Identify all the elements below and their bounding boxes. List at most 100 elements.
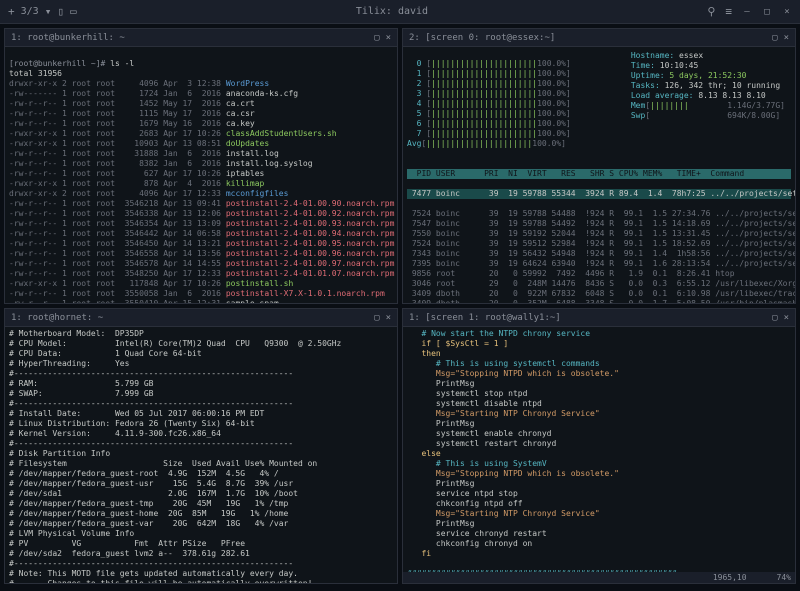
motd-line: # HyperThreading: Yes	[9, 359, 393, 369]
window-title: Tilix: david	[77, 6, 708, 17]
host-info: Hostname: essex Time: 10:10:45 Uptime: 5…	[631, 51, 785, 121]
add-pane-icon[interactable]: +	[8, 5, 15, 18]
ls-row: -rwxr-xr-x 1 root root 117848 Apr 17 10:…	[9, 279, 393, 289]
ls-row: -rw-r--r-- 1 root root 3546450 Apr 14 13…	[9, 239, 393, 249]
pane-max-icon[interactable]: ▢	[374, 33, 379, 43]
motd-line: # RAM: 5.799 GB	[9, 379, 393, 389]
editor-output[interactable]: # Now start the NTPD chrony service if […	[403, 327, 795, 572]
ls-row: -rw-r--r-- 1 root root 3546578 Apr 14 14…	[9, 259, 393, 269]
htop-row: 7524 boinc 39 19 59512 52984 !924 R 99.1…	[407, 239, 791, 249]
code-line: # This is using systemctl commands	[407, 359, 791, 369]
motd-line: # Install Date: Wed 05 Jul 2017 06:00:16…	[9, 409, 393, 419]
ls-row: -rw-r--r-- 1 root root 3546442 Apr 14 06…	[9, 229, 393, 239]
split-horiz-icon[interactable]: ▯	[57, 5, 64, 18]
motd-line: # /dev/sda1 2.0G 167M 1.7G 10% /boot	[9, 489, 393, 499]
htop-row: 3046 root 29 0 248M 14476 8436 S 0.0 0.3…	[407, 279, 791, 289]
pane-max-icon[interactable]: ▢	[772, 313, 777, 323]
htop-row: 7550 boinc 39 19 59192 52044 !924 R 99.1…	[407, 229, 791, 239]
terminal-output[interactable]: [root@bunkerhill ~]# ls -l total 31956 d…	[5, 47, 397, 303]
motd-line: # LVM Physical Volume Info	[9, 529, 393, 539]
code-line: service chronyd restart	[407, 529, 791, 539]
ls-row: -rw-r--r-- 1 root root 3546354 Apr 13 13…	[9, 219, 393, 229]
pane-max-icon[interactable]: ▢	[772, 33, 777, 43]
motd-line: # SWAP: 7.999 GB	[9, 389, 393, 399]
ls-row: -rw-r--r-- 1 root root 3546558 Apr 14 13…	[9, 249, 393, 259]
motd-line: # /dev/mapper/fedora_guest-home 20G 85M …	[9, 509, 393, 519]
motd-line: # /dev/mapper/fedora_guest-tmp 20G 45M 1…	[9, 499, 393, 509]
motd-line: # /dev/sda2 fedora_guest lvm2 a-- 378.61…	[9, 549, 393, 559]
ls-row: -rw-r--r-- 1 root root 3548250 Apr 17 12…	[9, 269, 393, 279]
htop-row: 9856 root 20 0 59992 7492 4496 R 1.9 0.1…	[407, 269, 791, 279]
pane-close-icon[interactable]: ×	[784, 313, 789, 323]
htop-row: 7343 boinc 39 19 56432 54948 !924 R 99.1…	[407, 249, 791, 259]
code-line: # This is using SystemV	[407, 459, 791, 469]
pane-close-icon[interactable]: ×	[386, 33, 391, 43]
htop-row: 7547 boinc 39 19 59788 54492 !924 R 99.1…	[407, 219, 791, 229]
ls-row: -rwxr-xr-x 1 root root 2683 Apr 17 10:26…	[9, 129, 393, 139]
code-line	[407, 559, 791, 569]
code-line: systemctl disable ntpd	[407, 399, 791, 409]
ls-row: -rw-r--r-- 1 root root 1115 May 17 2016 …	[9, 109, 393, 119]
pane-title: 2: [screen 0: root@essex:~]	[409, 33, 555, 43]
motd-line: # CPU Data: 1 Quad Core 64-bit	[9, 349, 393, 359]
motd-line: # /dev/mapper/fedora_guest-var 20G 642M …	[9, 519, 393, 529]
panes-grid: 1: root@bunkerhill: ~ ▢ × [root@bunkerhi…	[0, 24, 800, 589]
ls-row: drwxr-xr-x 2 root root 4096 Apr 17 12:33…	[9, 189, 393, 199]
ls-row: -rwxr-xr-x 1 root root 878 Apr 4 2016 ki…	[9, 179, 393, 189]
motd-line: # Note: This MOTD file gets updated auto…	[9, 569, 393, 579]
minimize-icon[interactable]: –	[742, 7, 752, 17]
code-line: # Now start the NTPD chrony service	[407, 329, 791, 339]
chevron-down-icon[interactable]: ▾	[45, 5, 52, 18]
code-line: Msg="Stopping NTPD which is obsolete."	[407, 369, 791, 379]
ls-row: drwxr-xr-x 2 root root 4096 Apr 3 12:38 …	[9, 79, 393, 89]
code-line: Msg="Starting NTP Chronyd Service"	[407, 409, 791, 419]
ls-row: -rw-r--r-- 1 root root 31888 Jan 6 2016 …	[9, 149, 393, 159]
menu-icon[interactable]: ≡	[725, 5, 732, 18]
ls-row: -rwxr-xr-x 1 root root 10903 Apr 13 08:5…	[9, 139, 393, 149]
code-line: Msg="Starting NTP Chronyd Service"	[407, 509, 791, 519]
code-line: systemctl restart chronyd	[407, 439, 791, 449]
maximize-icon[interactable]: □	[762, 7, 772, 17]
motd-line: #---------------------------------------…	[9, 369, 393, 379]
titlebar: + 3/3 ▾ ▯ ▭ Tilix: david ⚲ ≡ – □ ×	[0, 0, 800, 24]
close-icon[interactable]: ×	[782, 7, 792, 17]
pane-max-icon[interactable]: ▢	[374, 313, 379, 323]
editor-status: 1965,10 74%	[403, 572, 795, 583]
motd-line: # Changes to this file will be automatic…	[9, 579, 393, 583]
pane-close-icon[interactable]: ×	[386, 313, 391, 323]
htop-avg: Avg[||||||||||||||||||||||100.0%]	[407, 139, 791, 149]
ls-row: -rw-r--r-- 1 root root 3550410 Apr 15 12…	[9, 299, 393, 303]
pane-title: 1: root@hornet: ~	[11, 313, 103, 323]
split-vert-icon[interactable]: ▭	[70, 5, 77, 18]
ls-row: -rw-r--r-- 1 root root 627 Apr 17 10:26 …	[9, 169, 393, 179]
search-icon[interactable]: ⚲	[707, 5, 715, 18]
motd-line: # PV VG Fmt Attr PSize PFree	[9, 539, 393, 549]
htop-row: 7395 boinc 39 19 64624 63940 !924 R 99.1…	[407, 259, 791, 269]
motd-line: # /dev/mapper/fedora_guest-root 4.9G 152…	[9, 469, 393, 479]
pane-close-icon[interactable]: ×	[784, 33, 789, 43]
pane-bottom-right: 1: [screen 1: root@wally1:~] ▢ × # Now s…	[402, 308, 796, 584]
motd-line: # Linux Distribution: Fedora 26 (Twenty …	[9, 419, 393, 429]
motd-line: # Disk Partition Info	[9, 449, 393, 459]
ls-row: -rw-r--r-- 1 root root 3550058 Jan 6 201…	[9, 289, 393, 299]
motd-line: # Filesystem Size Used Avail Use% Mounte…	[9, 459, 393, 469]
code-line: then	[407, 349, 791, 359]
code-line: PrintMsg	[407, 479, 791, 489]
pane-top-left: 1: root@bunkerhill: ~ ▢ × [root@bunkerhi…	[4, 28, 398, 304]
motd-line: #---------------------------------------…	[9, 399, 393, 409]
code-line: chkconfig ntpd off	[407, 499, 791, 509]
htop-row: 7524 boinc 39 19 59788 54488 !924 R 99.1…	[407, 209, 791, 219]
code-line: else	[407, 449, 791, 459]
motd-line: # CPU Model: Intel(R) Core(TM)2 Quad CPU…	[9, 339, 393, 349]
code-line: PrintMsg	[407, 379, 791, 389]
pager: 3/3	[21, 6, 39, 17]
motd-line: # /dev/mapper/fedora_guest-usr 15G 5.4G …	[9, 479, 393, 489]
motd-line: # Kernel Version: 4.11.9-300.fc26.x86_64	[9, 429, 393, 439]
code-line: service ntpd stop	[407, 489, 791, 499]
motd-output[interactable]: # Motherboard Model: DP35DP# CPU Model: …	[5, 327, 397, 583]
ls-row: -rw-r--r-- 1 root root 1452 May 17 2016 …	[9, 99, 393, 109]
code-line: systemctl enable chronyd	[407, 429, 791, 439]
code-line: chkconfig chronyd on	[407, 539, 791, 549]
ls-row: -rw------- 1 root root 1724 Jan 6 2016 a…	[9, 89, 393, 99]
motd-line: # Motherboard Model: DP35DP	[9, 329, 393, 339]
